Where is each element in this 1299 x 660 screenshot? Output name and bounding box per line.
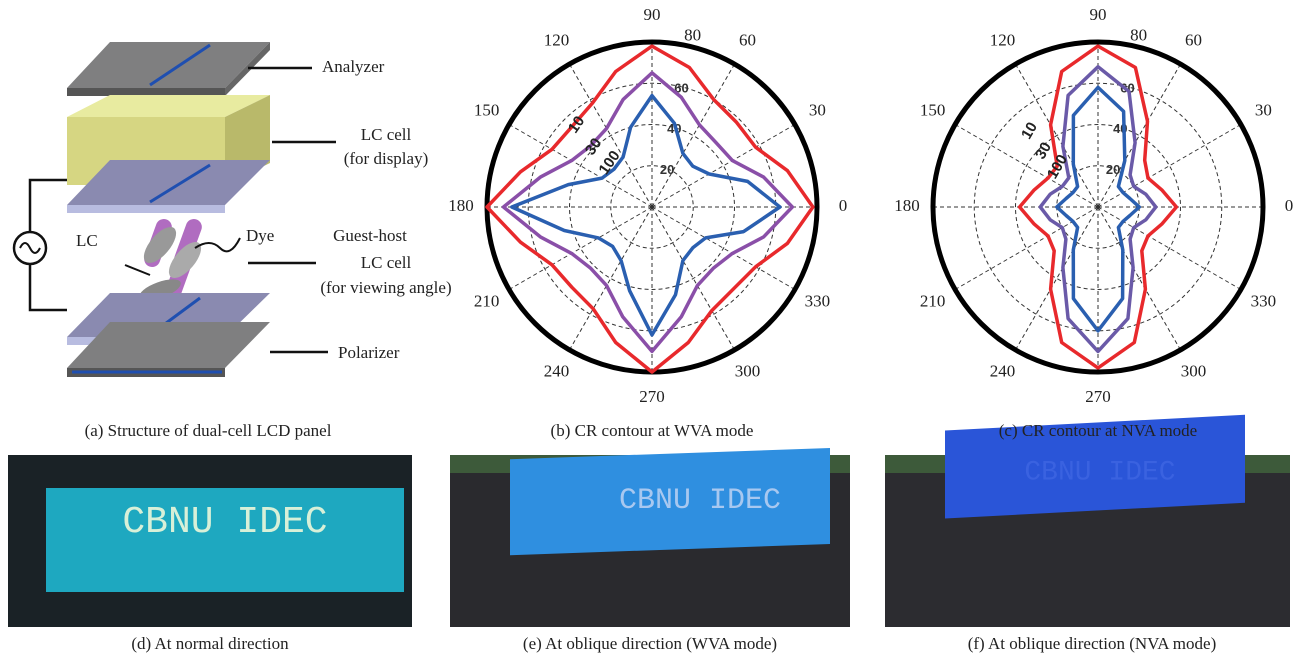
r-tick-label: 20 <box>1106 162 1120 177</box>
theta-tick-label: 180 <box>894 196 920 215</box>
label: (for viewing angle) <box>320 278 451 297</box>
theta-tick-label: 330 <box>1251 291 1277 310</box>
label: Guest-host <box>333 226 407 245</box>
caption: (e) At oblique direction (WVA mode) <box>523 634 777 653</box>
caption: (a) Structure of dual-cell LCD panel <box>85 421 332 440</box>
theta-tick-label: 150 <box>474 100 500 119</box>
label: LC cell <box>361 125 412 144</box>
theta-tick-label: 270 <box>1085 387 1111 406</box>
theta-tick-label: 240 <box>990 361 1016 380</box>
theta-tick-label: 60 <box>1185 30 1202 49</box>
theta-tick-label: 150 <box>920 100 946 119</box>
polar-chart: 0306090120150180210240270300330204060801… <box>448 5 847 440</box>
photo: CBNU IDEC (e) At oblique direction (WVA … <box>450 448 850 653</box>
figure: Analyzer LC cell (for display) LC Dye Gu… <box>0 0 1299 660</box>
lc-molecules <box>125 217 240 305</box>
theta-tick-label: 270 <box>639 387 665 406</box>
caption: (c) CR contour at NVA mode <box>999 421 1197 440</box>
contour-label: 30 <box>582 135 605 158</box>
label: (for display) <box>344 149 429 168</box>
theta-tick-label: 0 <box>839 196 848 215</box>
theta-tick-label: 90 <box>1090 5 1107 24</box>
photo: CBNU IDEC (f) At oblique direction (NVA … <box>885 415 1290 653</box>
theta-tick-label: 60 <box>739 30 756 49</box>
theta-tick-label: 0 <box>1285 196 1294 215</box>
diagram: Analyzer LC cell (for display) LC Dye Gu… <box>14 42 452 440</box>
theta-tick-label: 180 <box>448 196 474 215</box>
label: LC <box>76 231 98 250</box>
contour-label: 10 <box>1018 119 1041 142</box>
label: Polarizer <box>338 343 400 362</box>
polar-chart: 0306090120150180210240270300330204060801… <box>894 5 1293 440</box>
caption: (d) At normal direction <box>131 634 289 653</box>
theta-tick-label: 120 <box>544 30 570 49</box>
theta-tick-label: 240 <box>544 361 570 380</box>
r-tick-label: 80 <box>684 25 701 44</box>
caption: (f) At oblique direction (NVA mode) <box>968 634 1217 653</box>
theta-tick-label: 300 <box>735 361 761 380</box>
photo: CBNU IDEC (d) At normal direction <box>8 455 412 653</box>
label: Dye <box>246 226 274 245</box>
r-tick-label: 80 <box>1130 25 1147 44</box>
theta-tick-label: 30 <box>1255 100 1272 119</box>
theta-tick-label: 90 <box>644 5 661 24</box>
theta-tick-label: 210 <box>474 291 500 310</box>
contour-line <box>512 96 780 335</box>
theta-tick-label: 30 <box>809 100 826 119</box>
page: Analyzer LC cell (for display) LC Dye Gu… <box>0 0 1299 660</box>
caption: (b) CR contour at WVA mode <box>551 421 754 440</box>
theta-tick-label: 210 <box>920 291 946 310</box>
theta-tick-label: 330 <box>805 291 831 310</box>
r-tick-label: 20 <box>660 162 674 177</box>
label: Analyzer <box>322 57 385 76</box>
label: LC cell <box>361 253 412 272</box>
grid-spoke <box>570 207 653 350</box>
plate-edge <box>67 88 225 96</box>
screen-text: CBNU IDEC <box>1024 457 1175 488</box>
screen-text: CBNU IDEC <box>619 484 781 518</box>
screen-text: CBNU IDEC <box>122 501 327 544</box>
contour-line <box>504 73 793 352</box>
grid-spoke <box>652 64 735 207</box>
plate-edge <box>67 205 225 213</box>
grid-spoke <box>1016 207 1099 350</box>
theta-tick-label: 120 <box>990 30 1016 49</box>
grid-spoke <box>955 207 1098 290</box>
theta-tick-label: 300 <box>1181 361 1207 380</box>
